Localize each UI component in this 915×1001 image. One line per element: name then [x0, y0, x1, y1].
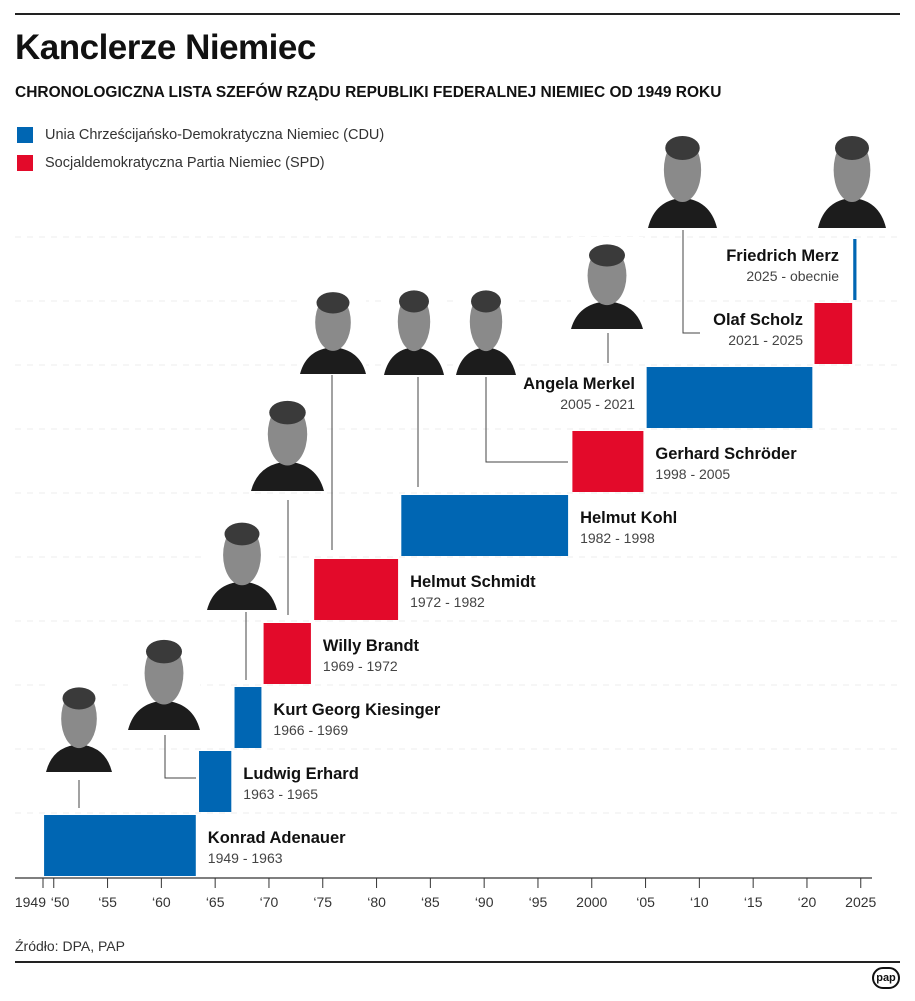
x-tick-label: ‘70 — [260, 894, 279, 910]
photo-hair — [665, 136, 700, 160]
legend-swatch — [17, 155, 33, 171]
bar-willy-brandt — [263, 623, 311, 684]
pap-logo: pap — [872, 967, 900, 989]
photo-shoulders — [571, 301, 643, 329]
photo-shoulders — [648, 198, 717, 228]
photo-hair — [269, 400, 306, 425]
x-tick-label: ‘05 — [636, 894, 655, 910]
chancellor-term: 1972 - 1982 — [410, 594, 485, 610]
x-tick-label: 2025 — [845, 894, 876, 910]
x-tick-label: 1949 — [15, 894, 46, 910]
photo-shoulders — [300, 347, 366, 374]
photo-hair — [62, 687, 96, 710]
chancellor-term: 2005 - 2021 — [560, 396, 635, 412]
chancellor-term: 1966 - 1969 — [273, 722, 348, 738]
bottom-rule — [15, 961, 900, 963]
portrait-photo — [818, 128, 886, 228]
portrait-photo — [128, 632, 200, 730]
photo-shoulders — [46, 744, 112, 772]
legend-item-spd: Socjaldemokratyczna Partia Niemiec (SPD) — [17, 155, 325, 171]
x-tick-label: ‘20 — [798, 894, 817, 910]
portrait-photo — [648, 128, 717, 228]
page-title: Kanclerze Niemiec — [15, 28, 316, 67]
bar-konrad-adenauer — [44, 815, 196, 876]
leader-line — [164, 735, 196, 779]
portrait-photo — [300, 285, 366, 374]
chancellor-term: 1969 - 1972 — [323, 658, 398, 674]
legend-item-cdu: Unia Chrześcijańsko-Demokratyczna Niemie… — [17, 127, 384, 143]
legend-label: Socjaldemokratyczna Partia Niemiec (SPD) — [45, 155, 325, 171]
portrait-photo — [207, 515, 277, 610]
x-tick-label: ‘65 — [206, 894, 225, 910]
x-tick-label: ‘90 — [475, 894, 494, 910]
photo-shoulders — [251, 461, 324, 491]
x-tick-label: ‘15 — [744, 894, 763, 910]
x-tick-label: ‘60 — [152, 894, 171, 910]
chancellor-term: 1963 - 1965 — [243, 786, 318, 802]
chancellor-name: Konrad Adenauer — [208, 829, 346, 847]
timeline-chart: 1949 ‘50 ‘55 ‘60 ‘65 ‘70 ‘75 ‘80 ‘85 ‘90 ‘95 2000 ‘0… — [14, 128, 900, 910]
x-tick-label: ‘85 — [421, 894, 440, 910]
portrait-photo — [46, 680, 112, 772]
photo-shoulders — [384, 347, 444, 375]
photo-shoulders — [207, 581, 277, 610]
portrait-photo — [251, 393, 324, 491]
chancellor-name: Gerhard Schröder — [655, 445, 797, 463]
chancellor-name: Helmut Kohl — [580, 509, 677, 527]
x-tick-label: ‘80 — [367, 894, 386, 910]
leader-line — [485, 377, 568, 463]
photo-shoulders — [818, 198, 886, 228]
bar-ludwig-erhard — [199, 751, 232, 812]
chancellor-term: 1998 - 2005 — [655, 466, 730, 482]
bar-gerhard-schr-der — [572, 431, 644, 492]
x-tick-label: ‘10 — [690, 894, 709, 910]
bar-helmut-kohl — [401, 495, 569, 556]
portrait-photo — [384, 283, 444, 375]
photo-hair — [589, 244, 625, 267]
photo-hair — [471, 290, 501, 313]
chancellor-name: Helmut Schmidt — [410, 573, 536, 591]
legend-swatch — [17, 127, 33, 143]
subtitle: CHRONOLOGICZNA LISTA SZEFÓW RZĄDU REPUBL… — [15, 84, 722, 101]
chancellor-name: Kurt Georg Kiesinger — [273, 701, 440, 719]
portrait-photo — [571, 237, 643, 329]
x-tick-label: ‘95 — [529, 894, 548, 910]
photo-hair — [224, 522, 260, 546]
chancellor-term: 2025 - obecnie — [746, 268, 839, 284]
photo-hair — [399, 290, 429, 313]
chancellor-name: Olaf Scholz — [713, 311, 803, 329]
legend-label: Unia Chrześcijańsko-Demokratyczna Niemie… — [45, 127, 385, 143]
bar-olaf-scholz — [814, 303, 853, 364]
portrait-photo — [456, 283, 516, 375]
bar-friedrich-merz — [853, 239, 857, 300]
chancellor-term: 1949 - 1963 — [208, 850, 283, 866]
bar-helmut-schmidt — [314, 559, 399, 620]
photo-hair — [316, 292, 350, 314]
x-tick-label: 2000 — [576, 894, 607, 910]
source-note: Źródło: DPA, PAP — [15, 938, 125, 954]
bar-angela-merkel — [646, 367, 813, 428]
chancellor-name: Ludwig Erhard — [243, 765, 358, 783]
photo-hair — [835, 136, 869, 160]
photo-hair — [146, 639, 182, 664]
photo-shoulders — [128, 700, 200, 730]
chancellor-name: Friedrich Merz — [726, 247, 839, 265]
x-tick-label: ‘75 — [313, 894, 332, 910]
bar-kurt-georg-kiesinger — [234, 687, 262, 748]
chancellor-name: Angela Merkel — [523, 375, 635, 393]
top-rule — [15, 13, 900, 15]
leader-line — [682, 230, 700, 334]
chancellor-name: Willy Brandt — [323, 637, 420, 655]
x-tick-label: ‘50 — [51, 894, 70, 910]
chancellor-term: 1982 - 1998 — [580, 530, 655, 546]
photo-shoulders — [456, 347, 516, 375]
chancellor-term: 2021 - 2025 — [728, 332, 803, 348]
x-tick-label: ‘55 — [98, 894, 117, 910]
